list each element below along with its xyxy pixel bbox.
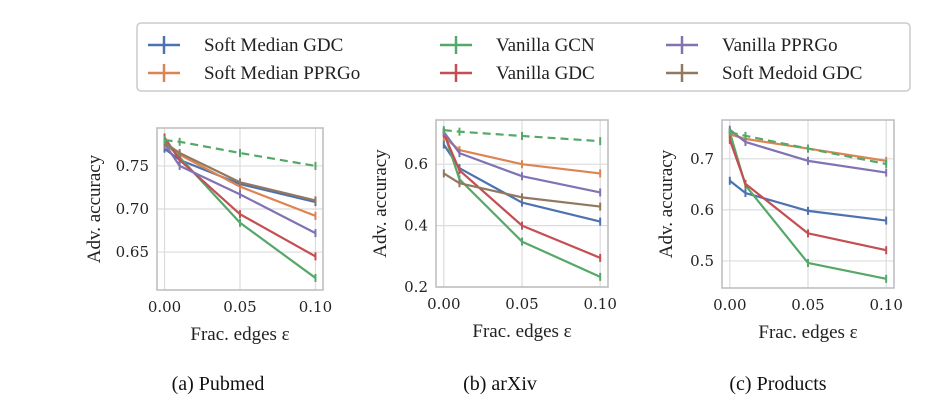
legend-frame [136,22,911,92]
series-line-vanilla-gdc [442,133,601,259]
series-line-soft-median-gdc [729,179,887,222]
series-line-vanilla-gcn [442,131,601,278]
legend-label: Soft Median PPRGo [204,63,360,84]
x-axis-label: Frac. edges ε [758,322,857,343]
legend-label: Vanilla GCN [496,35,595,56]
axes-frame [721,119,895,289]
x-tick-label: 0.05 [791,296,824,314]
y-tick-label: 0.6 [404,155,428,173]
x-tick-label: 0.10 [869,296,902,314]
series-line-vanilla-gcn-clean [443,129,601,143]
x-tick-label: 0.00 [148,298,181,316]
series-line-vanilla-pprgo [729,128,887,174]
legend-entry-vanilla-pprgo: Vanilla PPRGo [666,35,838,56]
y-tick-label: 0.75 [116,157,149,175]
x-tick-label: 0.00 [713,296,746,314]
series-line-vanilla-gcn-clean [729,131,887,165]
legend-label: Soft Medoid GDC [722,63,862,84]
legend-entry-soft-median-pprgo: Soft Median PPRGo [148,63,360,84]
x-tick-label: 0.10 [299,298,332,316]
legend-entry-vanilla-gcn: Vanilla GCN [440,35,595,56]
x-tick-label: 0.00 [427,295,460,313]
series-line-vanilla-pprgo [442,131,601,194]
y-tick-label: 0.4 [404,217,428,235]
series-line-soft-medoid-gdc [163,141,316,202]
legend-label: Soft Median GDC [204,35,343,56]
y-tick-label: 0.7 [690,150,714,168]
legend-entry-soft-medoid-gdc: Soft Medoid GDC [666,63,862,84]
y-tick-label: 0.6 [690,201,714,219]
x-tick-label: 0.05 [223,298,256,316]
axes-frame [156,127,324,291]
subfigure-caption: (a) Pubmed [172,373,265,395]
legend-entry-soft-median-gdc: Soft Median GDC [148,35,343,56]
legend-entry-vanilla-gdc: Vanilla GDC [440,63,595,84]
series-line-vanilla-pprgo [163,142,316,235]
subfigure-caption: (c) Products [729,373,826,395]
y-axis-label: Adv. accuracy [84,154,105,263]
panel-a-pubmed: 0.00 0.05 0.10 0.65 0.70 0.75 Frac. edges ε Adv… [84,127,332,395]
legend-label: Vanilla GDC [496,63,595,84]
series-line-soft-medoid-gdc [443,172,601,208]
subfigure-caption: (b) arXiv [463,373,537,395]
y-axis-label: Adv. accuracy [656,149,677,258]
y-axis-label: Adv. accuracy [370,149,391,258]
x-axis-label: Frac. edges ε [190,324,289,345]
panel-c-products: 0.00 0.05 0.10 0.5 0.6 0.7 Frac. edges ε Adv. a… [656,119,903,395]
y-tick-label: 0.2 [404,278,428,296]
x-tick-label: 0.05 [505,295,538,313]
y-tick-label: 0.65 [116,243,149,261]
x-tick-label: 0.10 [583,295,616,313]
axes-frame [435,119,609,288]
legend: Soft Median GDC Soft Median PPRGo Vanilla … [136,22,911,92]
y-tick-label: 0.5 [690,252,714,270]
legend-label: Vanilla PPRGo [722,35,838,56]
x-axis-label: Frac. edges ε [472,321,571,342]
panel-b-arxiv: 0.00 0.05 0.10 0.2 0.4 0.6 Frac. edges ε Adv. a… [370,119,617,395]
y-tick-label: 0.70 [116,200,149,218]
series-line-vanilla-gdc [728,139,887,252]
series-line-vanilla-gcn-clean [164,138,316,167]
